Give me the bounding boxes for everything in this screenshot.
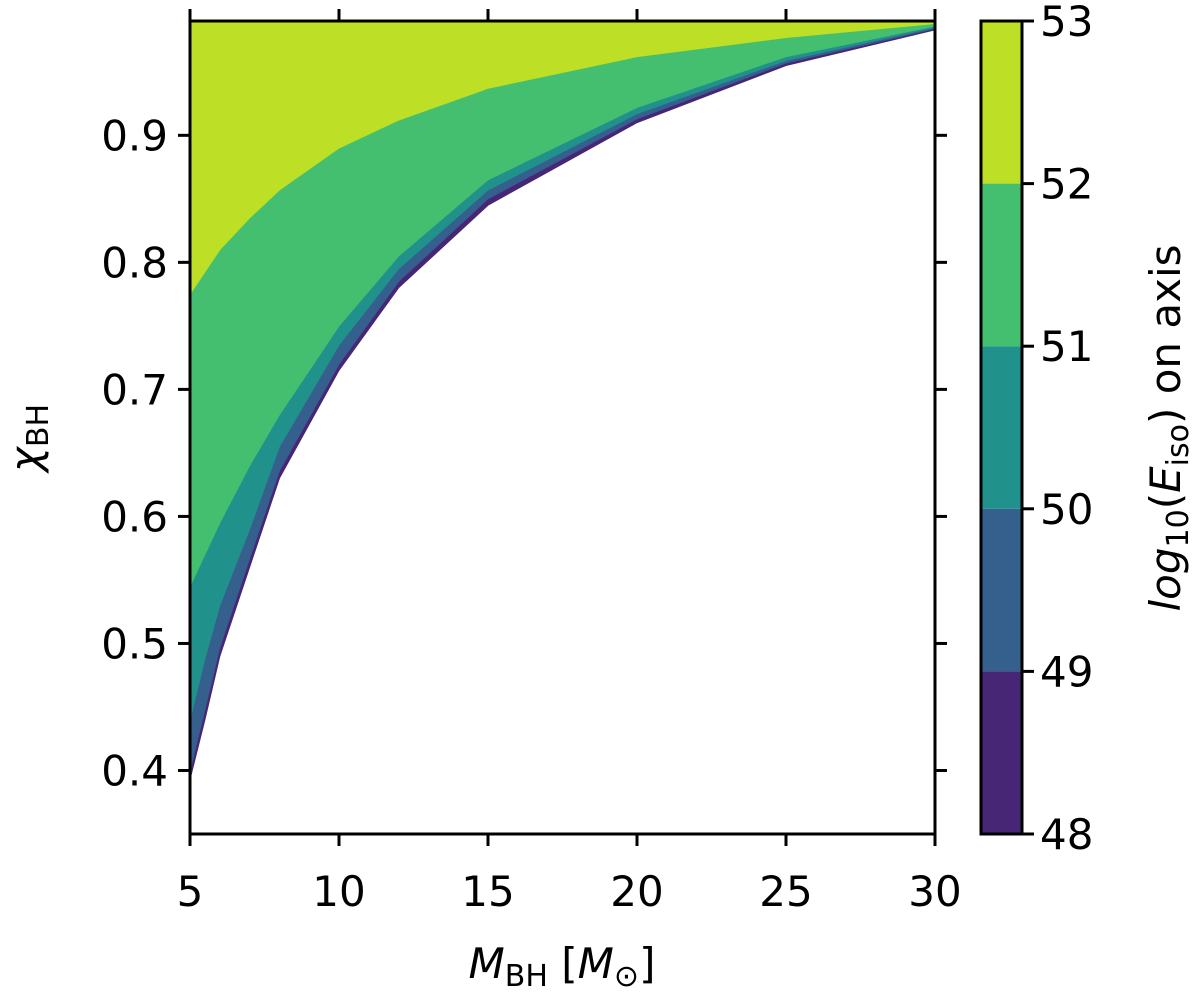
colorbar-band-49 [981, 508, 1022, 672]
y-axis-ticks: 0.4 0.5 0.6 0.7 0.8 0.9 [101, 111, 947, 795]
colorbar-band-50 [981, 346, 1022, 509]
colorbar-band-51 [981, 183, 1022, 347]
x-axis-ticks: 5 10 15 20 25 30 [177, 9, 962, 916]
y-tick-label: 0.7 [101, 365, 168, 414]
colorbar-tick-label: 51 [1040, 322, 1093, 371]
y-tick-label: 0.6 [101, 492, 168, 541]
x-tick-label: 25 [759, 867, 812, 916]
x-tick-label: 5 [177, 867, 204, 916]
colorbar-ticks: 48 49 50 51 52 53 [1022, 0, 1093, 859]
y-tick-label: 0.9 [101, 111, 168, 160]
y-tick-label: 0.8 [101, 238, 168, 287]
y-tick-label: 0.5 [101, 619, 168, 668]
contour-fills [189, 20, 936, 780]
x-tick-label: 30 [908, 867, 961, 916]
colorbar-tick-label: 53 [1040, 0, 1093, 46]
colorbar: 48 49 50 51 52 53 [979, 0, 1093, 859]
x-tick-label: 10 [312, 867, 365, 916]
colorbar-tick-label: 49 [1040, 647, 1093, 696]
plot-area: 5 10 15 20 25 30 0.4 0.5 0.6 0.7 0.8 0.9 [101, 9, 962, 916]
colorbar-band-48 [981, 671, 1022, 834]
x-tick-label: 20 [610, 867, 663, 916]
x-tick-label: 15 [461, 867, 514, 916]
x-axis-label: MBH [M⊙] [469, 939, 656, 994]
colorbar-band-52 [981, 21, 1022, 184]
plot-frame [188, 19, 937, 836]
colorbar-tick-label: 50 [1040, 485, 1093, 534]
y-axis-label: χBH [1, 404, 56, 474]
colorbar-frame [979, 19, 1024, 836]
colorbar-fills [981, 21, 1022, 834]
colorbar-tick-label: 48 [1040, 810, 1093, 859]
colorbar-label: log10(Eiso) on axis [1141, 244, 1196, 611]
colorbar-tick-label: 52 [1040, 160, 1093, 209]
y-tick-label: 0.4 [101, 746, 168, 795]
